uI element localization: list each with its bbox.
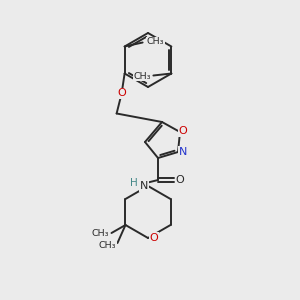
Text: O: O [178,126,188,136]
Text: CH₃: CH₃ [99,242,116,250]
Text: H: H [130,178,138,188]
Text: CH₃: CH₃ [134,72,152,81]
Text: N: N [179,147,187,157]
Text: O: O [117,88,126,98]
Text: O: O [176,175,184,185]
Text: N: N [140,181,148,191]
Text: O: O [150,233,158,243]
Text: CH₃: CH₃ [92,229,110,238]
Text: CH₃: CH₃ [147,37,164,46]
